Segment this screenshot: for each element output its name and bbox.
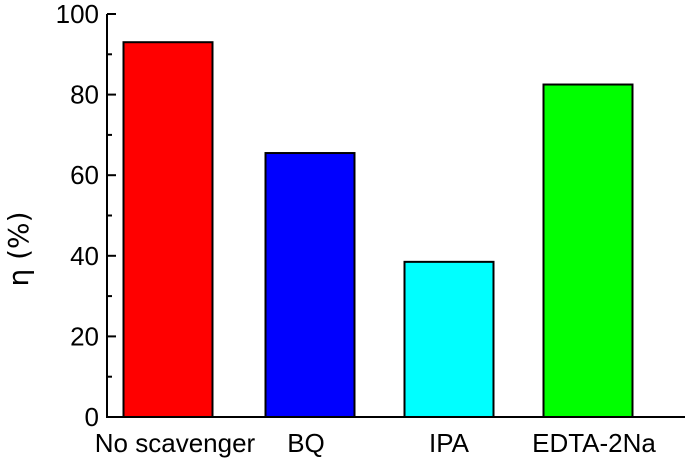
y-tick-label: 80	[70, 80, 99, 110]
x-category-label: EDTA-2Na	[532, 428, 656, 458]
bar-ipa	[403, 260, 495, 418]
y-tick-label: 60	[70, 160, 99, 190]
y-tick-label: 40	[70, 241, 99, 271]
x-category-label: BQ	[287, 428, 325, 458]
y-axis-title: η (%)	[2, 211, 35, 286]
x-category-labels: No scavenger BQ IPA EDTA-2Na	[95, 428, 657, 458]
bar-no-scavenger	[122, 41, 214, 419]
y-tick-label: 0	[85, 402, 99, 432]
y-tick-label: 20	[70, 321, 99, 351]
y-ticks-group: 0 20 40 60 80 100	[56, 0, 116, 432]
x-category-label: IPA	[429, 428, 470, 458]
bars-group	[122, 41, 634, 419]
bar-bq	[264, 152, 356, 418]
y-tick-label: 100	[56, 0, 99, 29]
bar-edta-2na	[542, 83, 634, 419]
x-category-label: No scavenger	[95, 428, 256, 458]
